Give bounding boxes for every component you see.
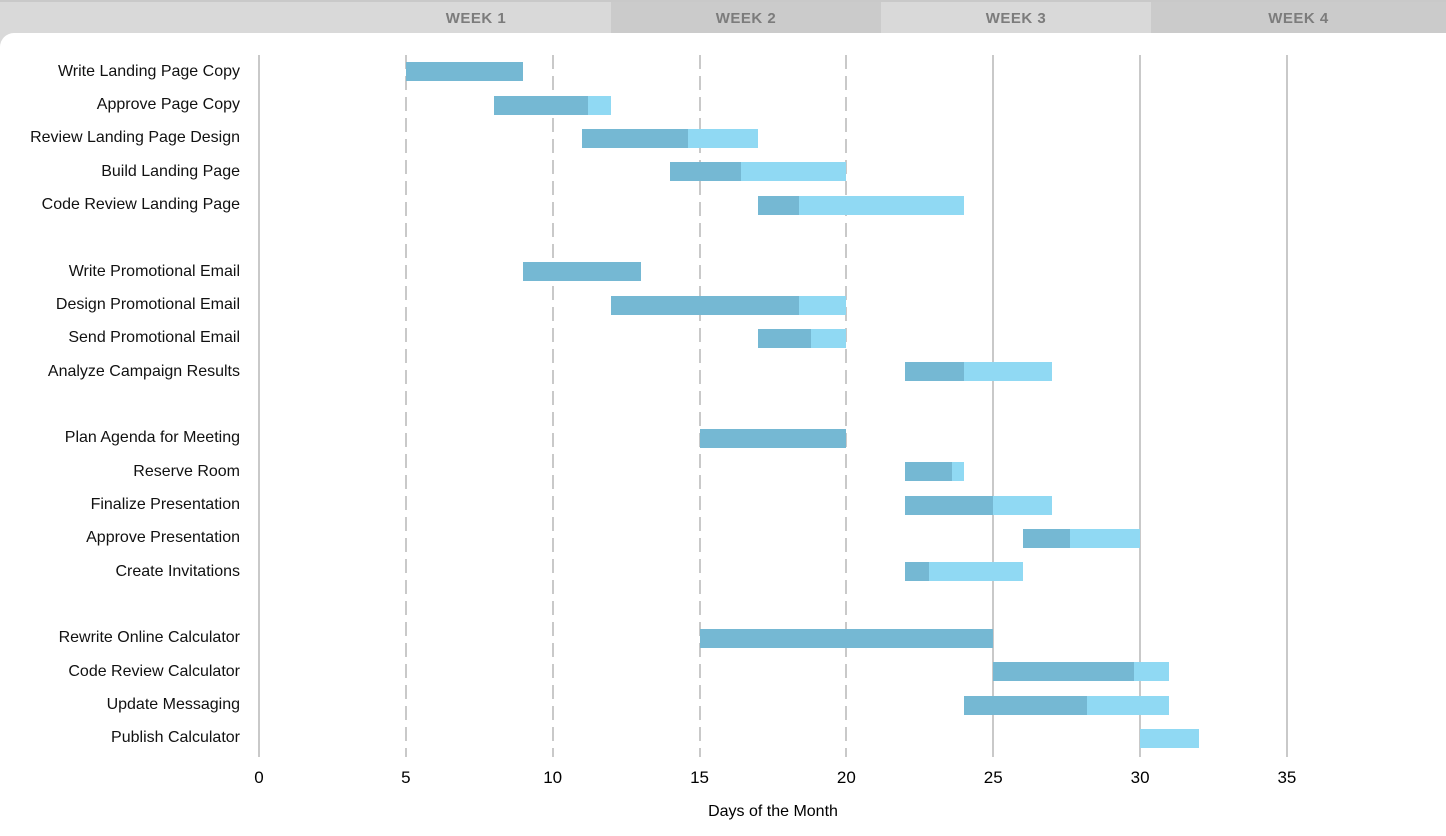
gridline-day-20	[845, 55, 848, 757]
x-tick-label-15: 15	[690, 768, 709, 787]
week-header-spacer	[0, 2, 341, 35]
task-label: Reserve Room	[133, 462, 240, 480]
bar-remaining-segment	[1087, 695, 1170, 715]
bar-complete-segment	[993, 662, 1135, 682]
bar-remaining-segment	[928, 562, 1023, 582]
bar-complete-segment	[611, 295, 800, 315]
task-bar	[405, 62, 524, 82]
bar-complete-segment	[493, 95, 588, 115]
task-label: Publish Calculator	[111, 729, 240, 747]
x-tick-label-20: 20	[836, 768, 856, 787]
task-label: Plan Agenda for Meeting	[64, 429, 240, 447]
bar-complete-segment	[905, 495, 994, 515]
bar-remaining-segment	[687, 128, 759, 148]
task-label: Review Landing Page Design	[30, 129, 240, 147]
task-bar	[758, 195, 964, 215]
x-tick-label-30: 30	[1130, 768, 1150, 787]
bar-remaining-segment	[1134, 662, 1170, 682]
bar-complete-segment	[758, 195, 800, 215]
task-label: Approve Presentation	[86, 529, 240, 547]
task-label: Write Landing Page Copy	[57, 62, 240, 80]
bar-remaining-segment	[963, 362, 1052, 382]
task-label: Code Review Calculator	[68, 662, 240, 680]
week-label: WEEK 2	[715, 10, 777, 27]
task-bar	[905, 362, 1052, 382]
bar-complete-segment	[905, 562, 929, 582]
gridline-day-10	[551, 55, 554, 757]
task-bar	[670, 162, 847, 182]
week-label: WEEK 3	[985, 10, 1047, 27]
task-label: Write Promotional Email	[68, 262, 240, 280]
bar-remaining-segment	[952, 462, 964, 482]
week-header-week-3: WEEK 3	[881, 2, 1151, 35]
task-bar	[905, 462, 964, 482]
task-label: Update Messaging	[106, 696, 240, 713]
task-label: Code Review Landing Page	[41, 196, 240, 213]
bar-remaining-segment	[740, 162, 847, 182]
task-bar	[1140, 728, 1199, 748]
task-bar	[758, 328, 847, 348]
x-tick-label-35: 35	[1277, 768, 1297, 787]
bar-remaining-segment	[1069, 528, 1141, 548]
gridline-day-30	[1139, 55, 1142, 757]
bar-complete-segment	[758, 328, 812, 348]
task-bar	[1022, 528, 1141, 548]
task-bar	[493, 95, 612, 115]
bar-remaining-segment	[587, 95, 612, 115]
bar-complete-segment	[905, 362, 964, 382]
gridline-day-25	[992, 55, 995, 757]
task-bar	[963, 695, 1170, 715]
week-header-week-1: WEEK 1	[341, 2, 611, 35]
task-bar	[523, 262, 641, 282]
week-label: WEEK 4	[1268, 10, 1329, 27]
task-bar	[993, 662, 1170, 682]
gridline-day-15	[698, 55, 701, 757]
week-label: WEEK 1	[445, 10, 507, 27]
bar-remaining-segment	[993, 495, 1052, 515]
gridline-day-5	[404, 55, 407, 757]
task-label: Send Promotional Email	[68, 329, 240, 347]
bar-complete-segment	[405, 62, 524, 82]
task-label: Create Invitations	[115, 562, 240, 580]
x-tick-label-10: 10	[543, 768, 563, 787]
bar-remaining-segment	[1140, 728, 1199, 748]
task-bar	[699, 428, 847, 448]
bar-complete-segment	[699, 428, 847, 448]
task-label: Build Landing Page	[101, 162, 240, 180]
week-header-band: WEEK 1 WEEK 2 WEEK 3 WEEK 4	[0, 0, 1446, 35]
bar-remaining-segment	[799, 195, 964, 215]
task-label: Rewrite Online Calculator	[58, 629, 240, 647]
bar-complete-segment	[1022, 528, 1070, 548]
task-bar	[905, 495, 1052, 515]
bar-remaining-segment	[799, 295, 847, 315]
bar-complete-segment	[699, 628, 994, 648]
x-axis-title: Days of the Month	[708, 803, 838, 820]
task-label: Design Promotional Email	[55, 296, 240, 313]
task-bar	[699, 628, 994, 648]
x-tick-label-25: 25	[983, 768, 1003, 787]
bar-complete-segment	[963, 695, 1088, 715]
x-tick-label-5: 5	[401, 768, 411, 787]
bar-remaining-segment	[811, 328, 847, 348]
task-label: Approve Page Copy	[96, 96, 240, 113]
task-bar	[905, 562, 1023, 582]
bar-complete-segment	[905, 462, 953, 482]
gridline-day-35	[1285, 55, 1288, 757]
gridline-day-0	[258, 55, 260, 757]
task-label: Finalize Presentation	[90, 496, 240, 513]
week-header-week-4: WEEK 4	[1151, 2, 1446, 35]
week-header-week-2: WEEK 2	[611, 2, 881, 35]
task-bar	[582, 128, 759, 148]
task-label: Analyze Campaign Results	[47, 362, 240, 380]
task-bar	[611, 295, 847, 315]
bar-complete-segment	[670, 162, 741, 182]
bar-complete-segment	[582, 128, 688, 148]
bar-complete-segment	[523, 262, 641, 282]
x-tick-label-0: 0	[254, 768, 264, 787]
